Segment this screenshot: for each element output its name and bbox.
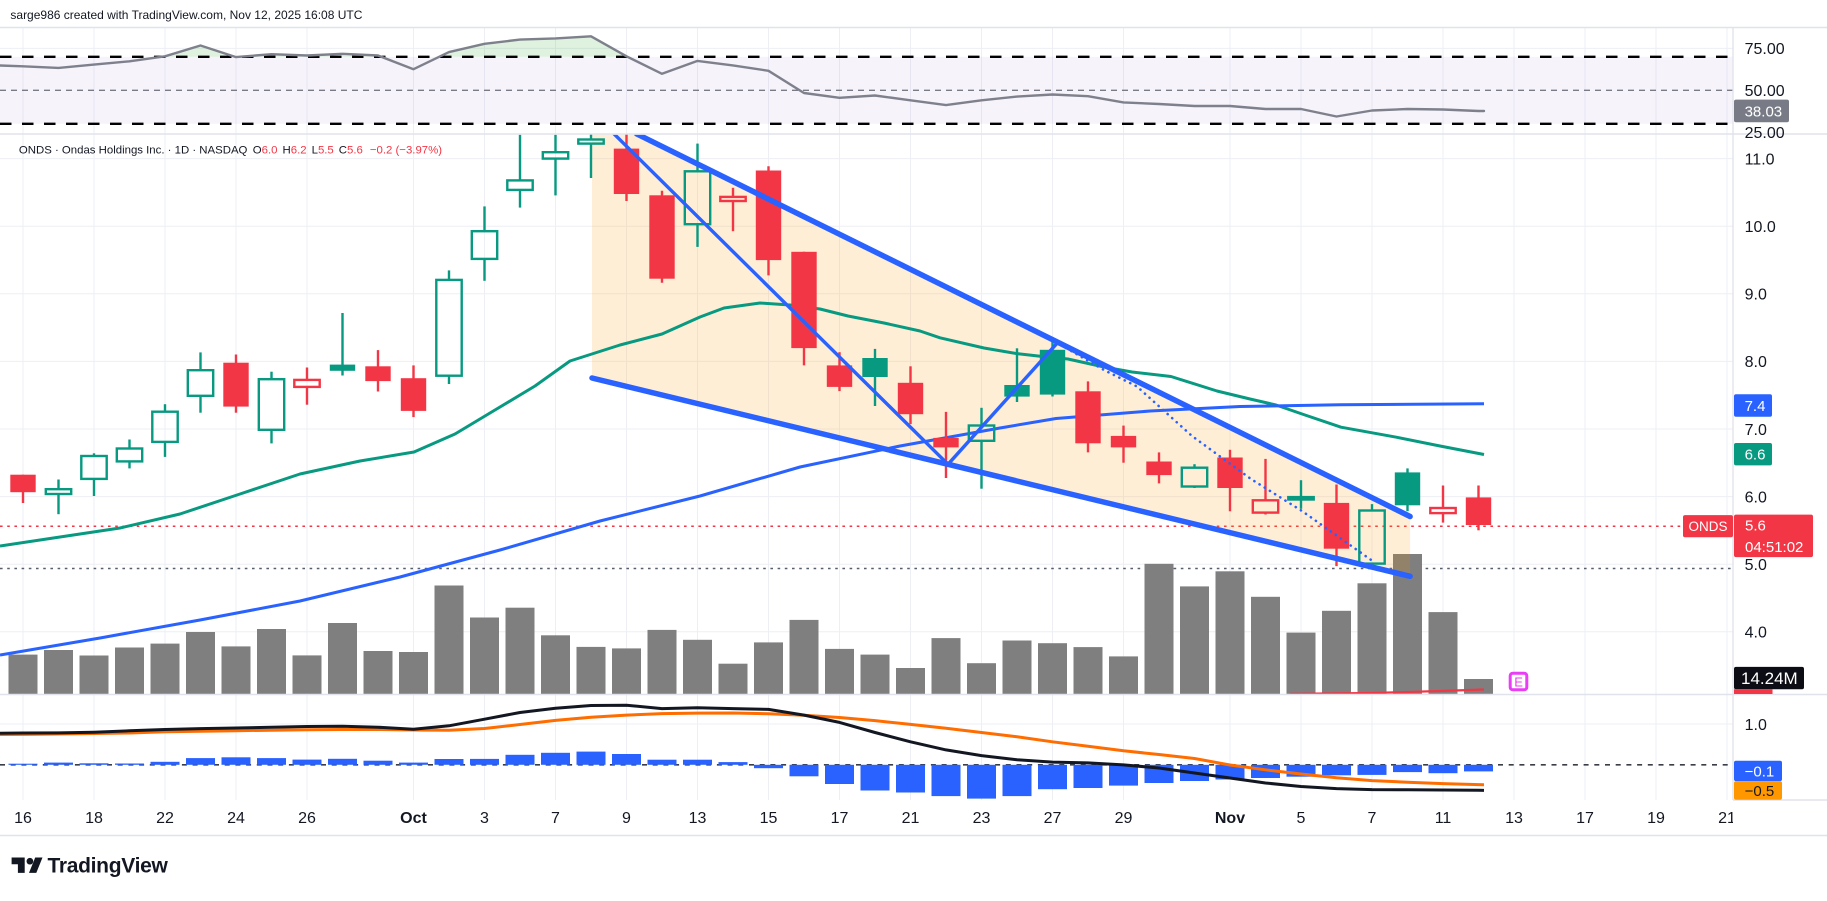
svg-text:13: 13 bbox=[689, 810, 707, 827]
svg-text:27: 27 bbox=[1044, 810, 1062, 827]
svg-text:17: 17 bbox=[1576, 810, 1594, 827]
svg-text:15: 15 bbox=[760, 810, 778, 827]
svg-text:18: 18 bbox=[85, 810, 103, 827]
svg-text:9.0: 9.0 bbox=[1745, 287, 1767, 304]
svg-text:7: 7 bbox=[1368, 810, 1377, 827]
svg-text:ONDS · Ondas Holdings Inc. · 1: ONDS · Ondas Holdings Inc. · 1D · NASDAQ bbox=[19, 145, 248, 157]
svg-text:22: 22 bbox=[156, 810, 174, 827]
svg-text:Oct: Oct bbox=[400, 810, 427, 827]
svg-text:17: 17 bbox=[831, 810, 849, 827]
svg-text:5.6: 5.6 bbox=[1745, 518, 1766, 535]
svg-text:21: 21 bbox=[1718, 810, 1736, 827]
svg-text:7.4: 7.4 bbox=[1745, 398, 1766, 415]
svg-text:8.0: 8.0 bbox=[1745, 354, 1767, 371]
svg-text:7: 7 bbox=[551, 810, 560, 827]
svg-text:21: 21 bbox=[902, 810, 920, 827]
svg-text:sarge986 created with TradingV: sarge986 created with TradingView.com, N… bbox=[10, 8, 362, 22]
svg-text:26: 26 bbox=[298, 810, 316, 827]
svg-text:O6.0H6.2L5.5C5.6−0.2 (−3.97%): O6.0 H6.2 L5.5 C5.6 −0.2 (−3.97%) bbox=[253, 145, 442, 157]
svg-text:23: 23 bbox=[973, 810, 991, 827]
svg-text:24: 24 bbox=[227, 810, 245, 827]
svg-text:13: 13 bbox=[1505, 810, 1523, 827]
svg-text:4.0: 4.0 bbox=[1745, 625, 1767, 642]
svg-text:3: 3 bbox=[480, 810, 489, 827]
svg-text:9: 9 bbox=[622, 810, 631, 827]
svg-text:16: 16 bbox=[14, 810, 32, 827]
svg-text:6.6: 6.6 bbox=[1745, 447, 1766, 464]
svg-text:1.0: 1.0 bbox=[1745, 717, 1767, 734]
svg-text:E: E bbox=[1514, 674, 1523, 689]
svg-text:7.0: 7.0 bbox=[1745, 422, 1767, 439]
svg-text:11: 11 bbox=[1435, 810, 1452, 827]
svg-text:50.00: 50.00 bbox=[1745, 83, 1785, 100]
svg-text:6.0: 6.0 bbox=[1745, 489, 1767, 506]
svg-text:75.00: 75.00 bbox=[1745, 41, 1785, 58]
svg-text:38.03: 38.03 bbox=[1745, 103, 1783, 120]
svg-text:10.0: 10.0 bbox=[1745, 219, 1776, 236]
svg-text:−0.5: −0.5 bbox=[1745, 783, 1775, 800]
svg-text:ONDS: ONDS bbox=[1688, 519, 1727, 534]
svg-text:04:51:02: 04:51:02 bbox=[1745, 539, 1803, 556]
svg-text:11.0: 11.0 bbox=[1745, 151, 1775, 168]
svg-text:29: 29 bbox=[1115, 810, 1133, 827]
svg-text:5.0: 5.0 bbox=[1745, 557, 1767, 574]
svg-text:Nov: Nov bbox=[1215, 810, 1245, 827]
svg-text:5: 5 bbox=[1297, 810, 1306, 827]
svg-text:19: 19 bbox=[1647, 810, 1665, 827]
svg-text:14.24M: 14.24M bbox=[1741, 669, 1798, 688]
svg-text:25.00: 25.00 bbox=[1745, 125, 1785, 142]
svg-text:TradingView: TradingView bbox=[48, 855, 169, 878]
svg-text:−0.1: −0.1 bbox=[1745, 763, 1775, 780]
